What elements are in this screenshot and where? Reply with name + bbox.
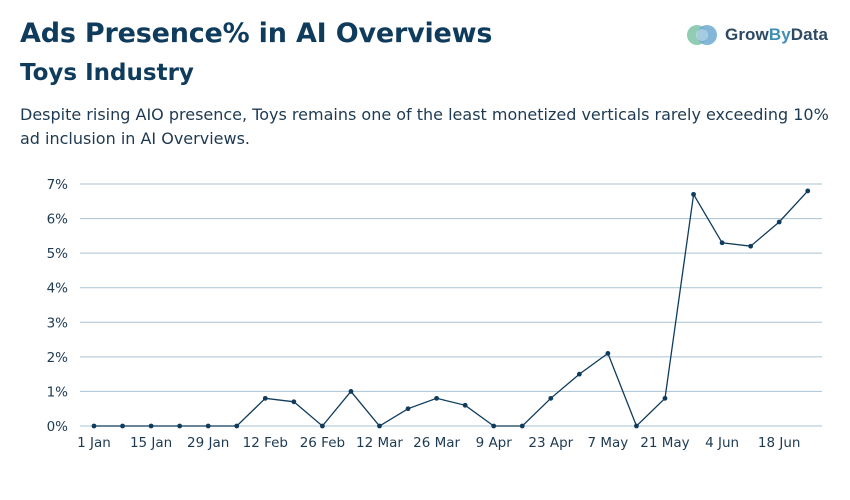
x-tick-label: 23 Apr: [528, 435, 573, 451]
logo-wordmark: GrowByData: [725, 25, 828, 45]
y-tick-label: 4%: [47, 281, 69, 297]
y-tick-label: 2%: [47, 350, 69, 366]
logo-text-grow: Grow: [725, 25, 769, 44]
data-point: [691, 191, 696, 197]
data-point: [776, 219, 782, 225]
data-point: [120, 423, 125, 429]
x-tick-label: 12 Feb: [243, 435, 288, 451]
data-point: [91, 423, 97, 429]
data-point: [377, 423, 382, 429]
logo-icon: [687, 25, 717, 45]
data-point: [262, 395, 268, 401]
y-tick-label: 3%: [47, 315, 69, 331]
x-tick-label: 9 Apr: [476, 435, 513, 451]
data-point: [148, 423, 154, 429]
series-line: [94, 190, 809, 428]
x-tick-label: 4 Jun: [705, 435, 739, 451]
data-point: [234, 423, 240, 429]
data-point: [634, 423, 639, 429]
chart-subtitle: Toys Industry: [20, 60, 194, 86]
x-axis-tick-labels: 1 Jan 15 Jan 29 Jan 12 Feb 26 Feb 12 Mar 26 Ma…: [77, 435, 800, 451]
x-tick-label: 12 Mar: [356, 435, 403, 451]
logo-text-data: Data: [790, 25, 829, 44]
data-point: [719, 240, 725, 246]
x-tick-label: 7 May: [588, 435, 629, 451]
brand-logo: GrowByData: [686, 18, 828, 52]
x-tick-label: 1 Jan: [77, 435, 111, 451]
y-tick-label: 5%: [47, 246, 69, 262]
data-point: [205, 423, 211, 429]
data-point: [519, 423, 525, 429]
x-tick-label: 29 Jan: [187, 435, 229, 451]
data-point: [320, 423, 325, 429]
x-tick-label: 15 Jan: [130, 435, 172, 451]
x-tick-label: 26 Feb: [300, 435, 345, 451]
data-point: [605, 351, 611, 356]
data-point: [805, 188, 811, 194]
data-point: [462, 402, 468, 408]
y-tick-label: 7%: [47, 177, 69, 193]
data-point: [491, 423, 497, 429]
x-tick-label: 18 Jun: [758, 435, 801, 451]
y-tick-label: 6%: [47, 212, 69, 228]
data-point: [662, 395, 668, 401]
y-tick-label: 1%: [47, 384, 69, 400]
data-point: [405, 406, 411, 412]
data-point: [177, 423, 183, 429]
chart-title: Ads Presence% in AI Overviews: [20, 18, 493, 49]
data-point: [434, 395, 439, 401]
y-axis-tick-labels: 0% 1% 2% 3% 4% 5% 6% 7%: [47, 177, 69, 435]
x-tick-label: 26 Mar: [413, 435, 460, 451]
chart-description: Despite rising AIO presence, Toys remain…: [20, 105, 829, 148]
y-tick-label: 0%: [47, 419, 69, 435]
series-layer: [91, 188, 811, 429]
x-tick-label: 21 May: [640, 435, 689, 451]
logo-text-by: By: [768, 25, 791, 44]
data-point: [748, 243, 754, 249]
grid-lines: [80, 183, 822, 427]
data-point: [548, 395, 554, 401]
data-point: [291, 399, 297, 405]
data-point: [348, 389, 354, 394]
data-point: [576, 371, 582, 377]
